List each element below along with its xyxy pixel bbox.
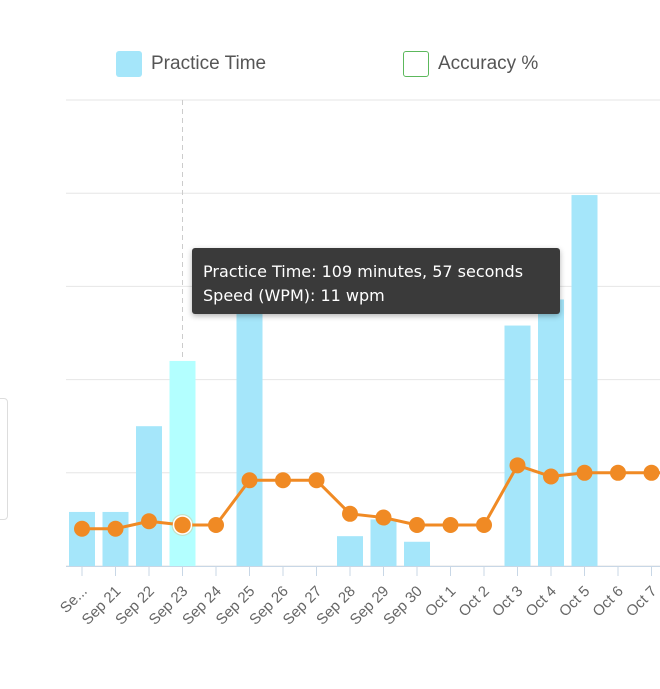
speed-point: [107, 520, 124, 537]
x-tick-label: Oct 5: [556, 583, 593, 620]
speed-point: [576, 464, 593, 481]
bar-sep-22: [136, 426, 162, 566]
speed-point: [275, 472, 291, 489]
speed-point: [74, 520, 90, 537]
speed-point: [241, 472, 258, 489]
x-tick-label: Oct 4: [522, 583, 559, 620]
side-panel-handle[interactable]: [0, 398, 8, 520]
speed-point: [543, 468, 559, 485]
speed-point: [208, 516, 224, 533]
speed-point: [342, 505, 358, 522]
speed-point: [409, 516, 425, 533]
legend-accuracy-swatch: [403, 51, 429, 77]
legend-practice-label: Practice Time: [151, 53, 267, 74]
speed-point: [610, 464, 626, 481]
speed-point: [375, 509, 392, 526]
bar-se-: [69, 511, 95, 566]
speed-point: [509, 457, 526, 474]
tooltip-practice-time: Practice Time: 109 minutes, 57 seconds: [203, 262, 524, 281]
x-tick-label: Oct 2: [455, 583, 492, 620]
legend-practice-swatch: [116, 51, 142, 77]
bar-sep-25: [236, 305, 263, 566]
speed-point: [141, 513, 157, 530]
bar-sep-21: [102, 511, 129, 566]
x-tick-label: Oct 7: [623, 583, 660, 620]
legend-accuracy-label: Accuracy %: [438, 53, 539, 74]
tooltip-speed: Speed (WPM): 11 wpm: [203, 286, 385, 305]
bar-oct-5: [571, 195, 598, 566]
speed-point: [308, 472, 325, 489]
legend-accuracy[interactable]: Accuracy %: [403, 51, 538, 77]
speed-point: [643, 464, 660, 481]
bar-sep-29: [370, 519, 397, 566]
legend-practice-time[interactable]: Practice Time: [116, 51, 266, 77]
x-tick-label: Oct 6: [589, 583, 626, 620]
bar-sep-30: [404, 541, 430, 566]
chart-tooltip: Practice Time: 109 minutes, 57 seconds S…: [192, 248, 560, 314]
speed-point: [442, 516, 459, 533]
bar-oct-4: [538, 299, 564, 566]
x-tick-label: Oct 3: [489, 583, 526, 620]
bar-sep-28: [337, 536, 363, 566]
x-tick-label: Oct 1: [422, 583, 459, 620]
speed-point: [476, 516, 492, 533]
speed-point-highlight: [172, 515, 193, 535]
bar-oct-3: [504, 325, 531, 566]
